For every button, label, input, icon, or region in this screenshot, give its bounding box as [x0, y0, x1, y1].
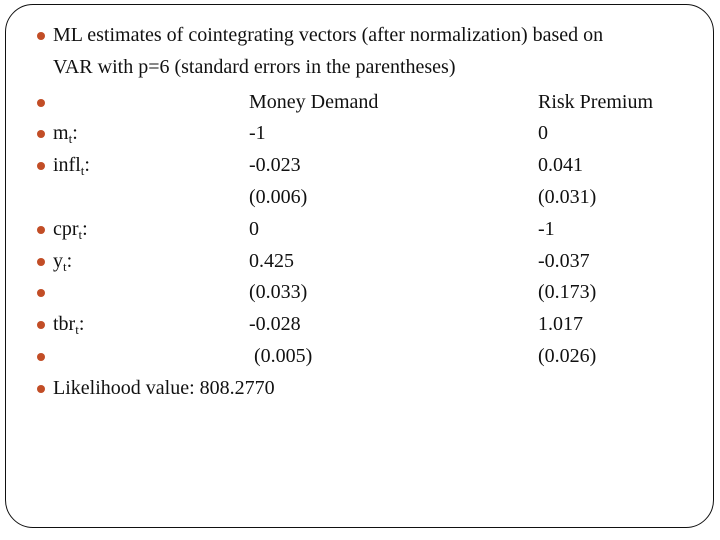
row-label-suffix: : — [78, 313, 85, 336]
money-demand-cell: 0 — [249, 217, 259, 240]
money-demand-cell: (0.005) — [249, 344, 313, 367]
title-bullet-item: ML estimates of cointegrating vectors (a… — [37, 20, 703, 84]
title-line-1: ML estimates of cointegrating vectors (a… — [53, 24, 604, 46]
risk-premium-cell: -0.037 — [538, 249, 590, 272]
row-label: cprt: — [53, 214, 249, 246]
row-label-sub: t — [68, 131, 73, 147]
bullet-icon — [37, 341, 53, 361]
table-row: (0.033) (0.173) — [37, 277, 703, 309]
table-header-row: Money Demand Risk Premium — [37, 87, 703, 119]
money-demand-cell: 0.425 — [249, 249, 294, 272]
risk-premium-cell: 0 — [538, 122, 548, 145]
money-demand-header: Money Demand — [249, 90, 379, 113]
bullet-icon — [37, 150, 53, 170]
bullet-icon — [37, 277, 53, 297]
likelihood-value: Likelihood value: 808.2770 — [53, 376, 275, 399]
risk-premium-cell: (0.173) — [538, 281, 597, 304]
table-row: (0.005) (0.026) — [37, 341, 703, 373]
bullet-icon — [37, 118, 53, 138]
bullet-icon — [37, 373, 53, 393]
bullet-icon — [37, 309, 53, 329]
row-label: yt: — [53, 246, 249, 278]
row-label-sub: t — [78, 226, 83, 242]
row-label-base: cpr — [53, 217, 79, 240]
bullet-icon — [37, 214, 53, 234]
risk-premium-cell: (0.031) — [538, 185, 597, 208]
risk-premium-cell: (0.026) — [538, 344, 597, 367]
row-label-base: infl — [53, 154, 81, 177]
table-row: mt: -1 0 — [37, 118, 703, 150]
bullet-icon — [37, 87, 53, 107]
title-line-2: VAR with p=6 (standard errors in the par… — [53, 55, 456, 78]
row-label: inflt: — [53, 150, 249, 182]
table-row: tbrt: -0.028 1.017 — [37, 309, 703, 341]
row-label-sub: t — [63, 258, 67, 274]
row-label-suffix: : — [66, 249, 73, 272]
row-label-suffix: : — [72, 122, 78, 145]
table-row: inflt: -0.023 0.041 — [37, 150, 703, 182]
money-demand-cell: -0.028 — [249, 313, 301, 336]
row-label-sub: t — [75, 322, 79, 338]
money-demand-cell: -1 — [249, 122, 266, 145]
slide-title: ML estimates of cointegrating vectors (a… — [53, 20, 603, 84]
table-row: cprt: 0 -1 — [37, 214, 703, 246]
likelihood-row: Likelihood value: 808.2770 — [37, 373, 703, 405]
row-label: mt: — [53, 118, 249, 150]
table-row: yt: 0.425 -0.037 — [37, 246, 703, 278]
row-label-suffix: : — [84, 154, 90, 177]
row-label-base: y — [53, 249, 63, 272]
risk-premium-cell: 1.017 — [538, 313, 583, 336]
row-label-base: tbr — [53, 313, 76, 336]
money-demand-cell: (0.006) — [249, 185, 308, 208]
bullet-icon — [37, 182, 53, 202]
money-demand-cell: -0.023 — [249, 154, 301, 177]
slide-frame: ML estimates of cointegrating vectors (a… — [5, 4, 714, 528]
row-label-sub: t — [80, 163, 85, 179]
risk-premium-header: Risk Premium — [538, 90, 654, 113]
money-demand-cell: (0.033) — [249, 281, 308, 304]
row-label-suffix: : — [82, 217, 88, 240]
risk-premium-cell: -1 — [538, 217, 555, 240]
bullet-icon — [37, 20, 53, 40]
risk-premium-cell: 0.041 — [538, 154, 583, 177]
table-row: (0.006) (0.031) — [37, 182, 703, 214]
row-label-base: m — [53, 122, 69, 145]
slide-content: ML estimates of cointegrating vectors (a… — [6, 5, 713, 405]
row-label: tbrt: — [53, 309, 249, 341]
bullet-icon — [37, 246, 53, 266]
